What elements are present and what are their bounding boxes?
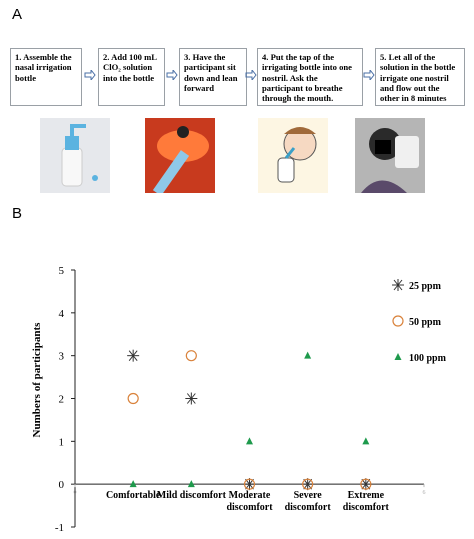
marker-asterisk xyxy=(127,349,140,362)
marker-circle xyxy=(243,478,256,490)
y-tick-label: 3 xyxy=(59,351,65,363)
photo-bottle xyxy=(40,118,110,193)
step-box: 1. Assemble the nasal irrigation bottle xyxy=(10,48,82,106)
marker-shape xyxy=(187,480,195,488)
x-category-label: Moderate discomfort xyxy=(226,490,273,513)
marker-triangle xyxy=(129,480,137,488)
panel-label: B xyxy=(12,205,23,222)
y-tick-label: -1 xyxy=(55,522,64,534)
step-box: 2. Add 100 mL ClO₂ solution into the bot… xyxy=(98,48,165,106)
arrow xyxy=(245,70,257,80)
marker-shape xyxy=(392,315,404,327)
marker-asterisk xyxy=(185,392,198,405)
marker-circle xyxy=(360,478,372,490)
photo-participant xyxy=(355,118,425,193)
y-tick-label: 4 xyxy=(59,308,65,320)
arrow xyxy=(166,70,178,80)
marker-asterisk xyxy=(301,478,314,491)
legend-label: 100 ppm xyxy=(409,353,447,364)
marker-shape xyxy=(302,478,314,490)
marker-shape xyxy=(304,351,312,359)
legend-label: 50 ppm xyxy=(409,317,442,328)
panel-label: A xyxy=(12,6,23,23)
marker-asterisk xyxy=(243,478,256,491)
legend-label: 25 ppm xyxy=(409,281,442,292)
x-category-label: Comfortable xyxy=(105,490,161,502)
marker-circle xyxy=(185,350,197,362)
marker-shape xyxy=(394,353,402,360)
marker-shape xyxy=(243,478,256,490)
y-tick-label: 0 xyxy=(59,479,65,491)
marker-triangle xyxy=(246,437,253,445)
marker-shape xyxy=(246,437,253,445)
y-axis-label: Numbers of participants xyxy=(31,322,43,438)
x-category-label: Severe discomfort xyxy=(284,490,331,513)
arrow xyxy=(84,70,96,80)
x-category-label: Extreme discomfort xyxy=(342,490,389,513)
y-tick-label: 2 xyxy=(59,394,65,406)
marker-asterisk xyxy=(359,478,372,491)
marker-shape xyxy=(185,350,197,362)
step-box: 4. Put the tap of the irrigating bottle … xyxy=(257,48,363,106)
marker-circle xyxy=(392,315,404,327)
marker-circle xyxy=(302,478,314,490)
y-tick-label: 1 xyxy=(59,436,65,448)
marker-triangle xyxy=(304,351,312,359)
marker-shape xyxy=(360,478,372,490)
marker-asterisk xyxy=(392,279,404,291)
marker-triangle xyxy=(187,480,195,488)
marker-triangle xyxy=(394,353,402,360)
photo-illustration xyxy=(258,118,328,193)
x-category-label: Mild discomfort xyxy=(156,490,226,502)
arrow xyxy=(363,70,375,80)
step-box: 5. Let all of the solution in the bottle… xyxy=(375,48,465,106)
marker-shape xyxy=(129,480,137,488)
y-tick-label: 5 xyxy=(59,265,65,277)
marker-shape xyxy=(362,437,370,445)
marker-shape xyxy=(127,392,139,405)
x-tick-label: 0 xyxy=(74,490,77,496)
x-tick-label: 6 xyxy=(423,490,426,496)
marker-circle xyxy=(127,392,139,405)
marker-triangle xyxy=(362,437,370,445)
photo-pouring xyxy=(145,118,215,193)
